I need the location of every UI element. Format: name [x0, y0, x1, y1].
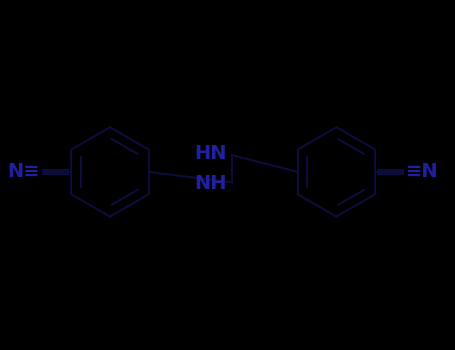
Text: NH: NH	[195, 174, 227, 193]
Text: ≡N: ≡N	[406, 162, 439, 181]
Text: N≡: N≡	[8, 162, 40, 181]
Text: HN: HN	[195, 145, 227, 163]
